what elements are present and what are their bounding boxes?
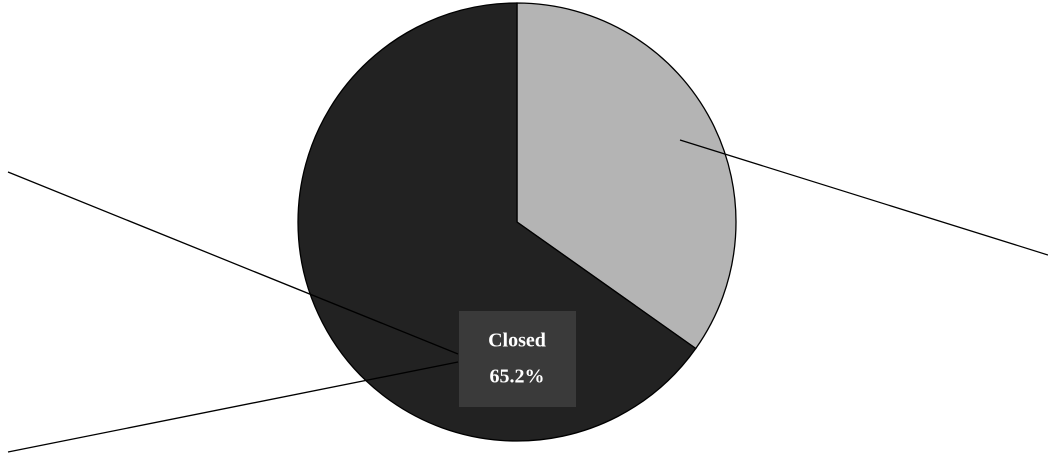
pie-slice <box>297 2 697 442</box>
pie-slice <box>516 2 737 350</box>
leader-line <box>7 171 459 355</box>
leader-line <box>7 361 459 453</box>
label-box <box>459 311 576 407</box>
slice-label: Closed <box>488 330 546 352</box>
pie <box>297 2 737 442</box>
value-label: 65.2% <box>490 366 545 388</box>
leader-line <box>679 139 1048 256</box>
